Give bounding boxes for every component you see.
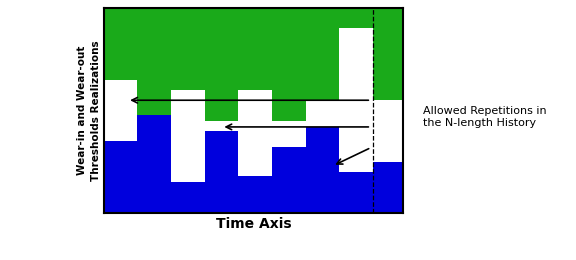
Y-axis label: Wear-in and Wear-out
Thresholds Realizations: Wear-in and Wear-out Thresholds Realizat… (77, 40, 101, 181)
Text: Allowed Repetitions in
the N-length History: Allowed Repetitions in the N-length Hist… (423, 106, 547, 128)
X-axis label: Time Axis: Time Axis (215, 217, 291, 231)
